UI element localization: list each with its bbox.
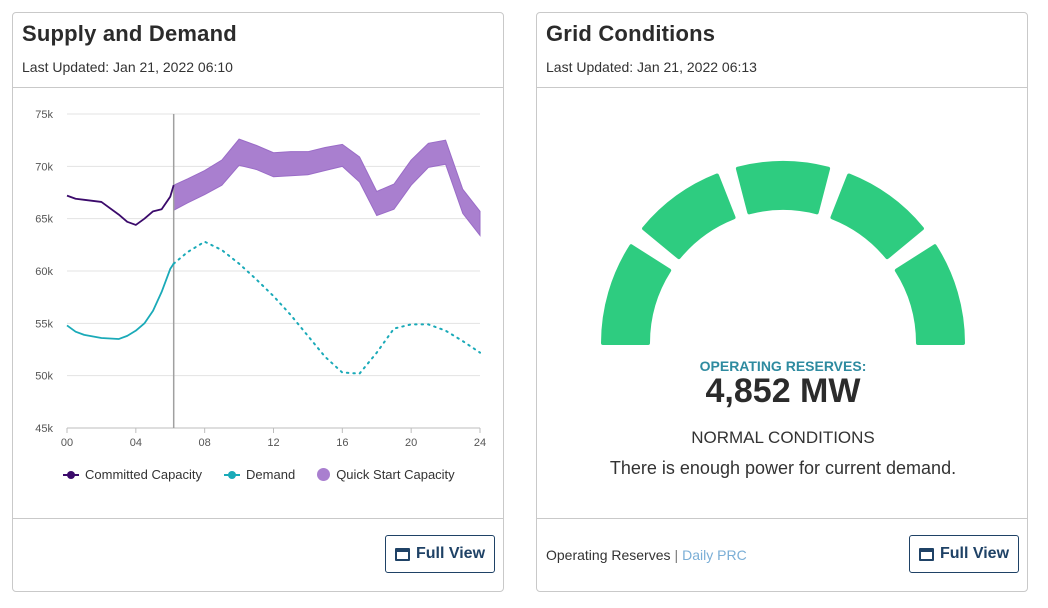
footer-separator: | bbox=[674, 547, 679, 563]
operating-reserves-label: OPERATING RESERVES: bbox=[699, 358, 867, 374]
grid-conditions-header: Grid Conditions Last Updated: Jan 21, 20… bbox=[537, 13, 1027, 88]
grid-conditions-title: Grid Conditions bbox=[546, 21, 716, 46]
legend-item-quick-start[interactable]: Quick Start Capacity bbox=[317, 467, 455, 482]
conditions-status: NORMAL CONDITIONS bbox=[691, 428, 875, 447]
x-tick-label: 24 bbox=[474, 437, 486, 449]
grid-conditions-card: Grid Conditions Last Updated: Jan 21, 20… bbox=[536, 12, 1028, 592]
x-tick-label: 08 bbox=[199, 437, 211, 449]
window-icon bbox=[394, 547, 410, 561]
grid-conditions-updated: Last Updated: Jan 21, 2022 06:13 bbox=[546, 59, 757, 75]
operating-reserves-value: 4,852 MW bbox=[705, 372, 861, 410]
y-tick-label: 50k bbox=[35, 371, 53, 383]
supply-demand-footer: Full View bbox=[13, 518, 503, 591]
y-tick-label: 55k bbox=[35, 318, 53, 330]
y-tick-label: 70k bbox=[35, 161, 53, 173]
x-tick-label: 04 bbox=[130, 437, 142, 449]
gauge-segment bbox=[894, 244, 965, 345]
grid-conditions-footer: Operating Reserves | Daily PRC Full View bbox=[537, 518, 1027, 591]
gauge-segment bbox=[642, 173, 736, 260]
legend-item-demand[interactable]: Demand bbox=[224, 467, 295, 482]
supply-demand-card: Supply and Demand Last Updated: Jan 21, … bbox=[12, 12, 504, 592]
reserves-gauge-area: OPERATING RESERVES: 4,852 MW NORMAL COND… bbox=[537, 88, 1029, 518]
supply-demand-title: Supply and Demand bbox=[22, 21, 237, 46]
full-view-label: Full View bbox=[415, 545, 486, 562]
legend-demand-marker bbox=[224, 470, 241, 479]
legend-item-committed[interactable]: Committed Capacity bbox=[63, 467, 202, 482]
operating-reserves-footer-text: Operating Reserves bbox=[546, 547, 671, 563]
chart-legend: Committed Capacity Demand Quick Start Ca… bbox=[63, 467, 455, 482]
conditions-description: There is enough power for current demand… bbox=[609, 458, 957, 478]
gauge-segment bbox=[735, 161, 831, 215]
gauge-segment bbox=[601, 244, 672, 345]
committed-capacity-line bbox=[66, 184, 175, 226]
supply-demand-updated: Last Updated: Jan 21, 2022 06:10 bbox=[22, 59, 233, 75]
supply-demand-chart: 45k 50k 55k 60k 65k 70k 75k 00 04 08 12 16 20 24 bbox=[35, 109, 486, 449]
y-tick-label: 60k bbox=[35, 266, 53, 278]
quick-start-capacity-band bbox=[173, 138, 481, 237]
x-tick-label: 20 bbox=[405, 437, 417, 449]
footer-links: Operating Reserves | Daily PRC bbox=[546, 547, 747, 563]
demand-forecast-line bbox=[172, 240, 481, 375]
x-tick-label: 16 bbox=[336, 437, 348, 449]
supply-demand-full-view-button[interactable]: Full View bbox=[385, 535, 495, 573]
x-tick-label: 00 bbox=[61, 437, 73, 449]
legend-committed-marker bbox=[63, 470, 79, 479]
demand-line bbox=[66, 263, 175, 340]
grid-conditions-full-view-button[interactable]: Full View bbox=[909, 535, 1019, 573]
daily-prc-link[interactable]: Daily PRC bbox=[682, 547, 747, 563]
y-tick-label: 65k bbox=[35, 214, 53, 226]
gauge-segment bbox=[830, 173, 924, 260]
x-tick-label: 12 bbox=[267, 437, 279, 449]
legend-quick-start-marker bbox=[317, 468, 331, 481]
window-icon bbox=[918, 547, 934, 561]
y-tick-label: 45k bbox=[35, 423, 53, 435]
reserves-gauge bbox=[601, 161, 965, 345]
legend-committed-label: Committed Capacity bbox=[85, 467, 203, 482]
legend-quick-start-label: Quick Start Capacity bbox=[336, 467, 455, 482]
supply-demand-header: Supply and Demand Last Updated: Jan 21, … bbox=[13, 13, 503, 88]
full-view-label: Full View bbox=[939, 545, 1010, 562]
y-tick-label: 75k bbox=[35, 109, 53, 121]
legend-demand-label: Demand bbox=[246, 467, 296, 482]
